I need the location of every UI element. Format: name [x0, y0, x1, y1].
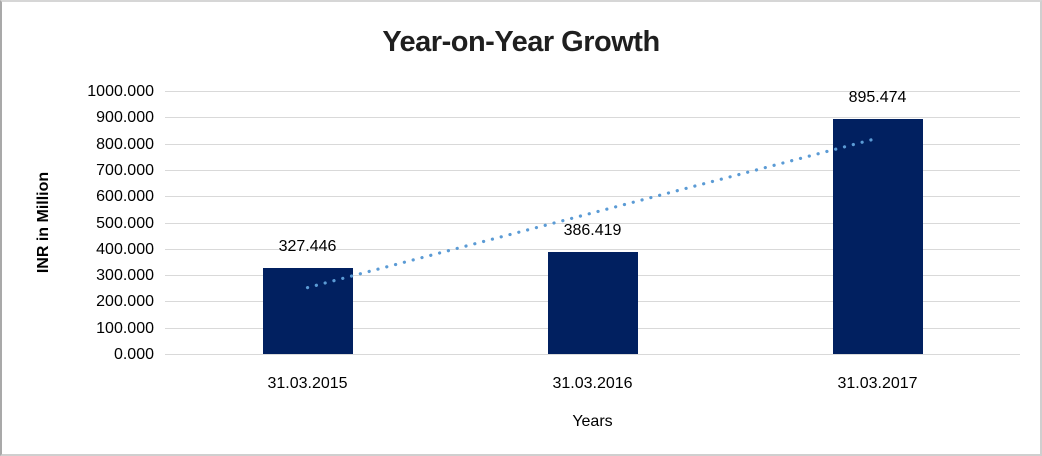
y-tick-label: 500.000 [96, 214, 154, 232]
y-tick-label: 400.000 [96, 240, 154, 258]
y-tick-label: 1000.000 [87, 83, 154, 100]
data-label: 386.419 [563, 222, 622, 240]
y-tick-label: 700.000 [96, 161, 154, 179]
gridline [165, 222, 1020, 224]
gridline [165, 143, 1020, 145]
x-tick-label: 31.03.2016 [552, 375, 633, 392]
trendline [305, 136, 880, 290]
data-label: 327.446 [278, 237, 337, 255]
y-tick-label: 0.000 [113, 346, 154, 363]
y-tick-label: 200.000 [96, 293, 154, 311]
x-tick-label: 31.03.2017 [837, 375, 918, 392]
x-axis-title: Years [572, 413, 613, 430]
data-label: 895.474 [848, 88, 907, 106]
gridline [165, 354, 1020, 355]
plot-area: 0.000 100.000 200.000 300.000 400.000 500.000… [87, 83, 1020, 392]
y-tick-label: 900.000 [96, 109, 154, 127]
y-tick-label: 600.000 [96, 188, 154, 206]
y-tick-label: 100.000 [96, 319, 154, 337]
gridline [165, 196, 1020, 198]
y-tick-label: 800.000 [96, 135, 154, 153]
gridline [165, 117, 1020, 119]
gridline [165, 91, 1020, 92]
bar [262, 267, 353, 354]
bar [547, 252, 638, 354]
y-tick-label: 300.000 [96, 267, 154, 285]
chart-title: Year-on-Year Growth [382, 26, 660, 58]
x-tick-label: 31.03.2015 [267, 375, 348, 392]
gridline [165, 248, 1020, 250]
gridline [165, 169, 1020, 171]
bar [832, 118, 923, 354]
